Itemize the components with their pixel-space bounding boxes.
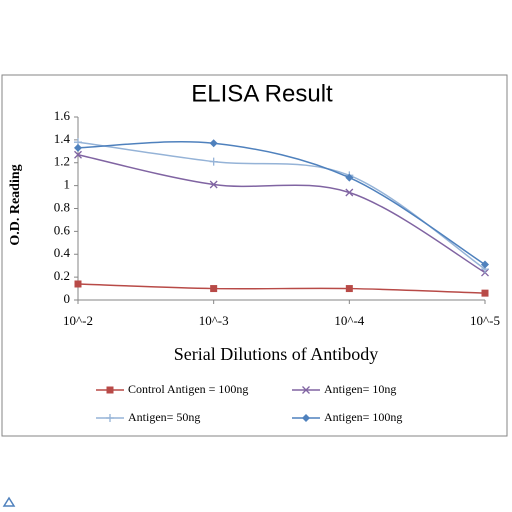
y-tick-label: 1 xyxy=(64,177,71,192)
marker xyxy=(345,188,354,197)
series-line xyxy=(77,283,486,294)
x-tick-label: 10^-2 xyxy=(63,313,93,328)
marker xyxy=(302,414,310,422)
marker xyxy=(74,280,82,288)
y-tick-label: 0.6 xyxy=(54,222,71,237)
watermark-icon xyxy=(2,496,16,507)
y-tick-label: 0.2 xyxy=(54,268,70,283)
marker xyxy=(209,139,218,148)
legend-label: Control Antigen = 100ng xyxy=(128,382,248,396)
legend-label: Antigen= 50ng xyxy=(128,410,200,424)
marker xyxy=(209,157,218,166)
marker xyxy=(481,260,489,269)
marker xyxy=(106,414,114,422)
marker xyxy=(209,180,218,189)
marker xyxy=(345,173,354,182)
y-tick-label: 0.4 xyxy=(54,245,71,260)
marker xyxy=(481,289,489,297)
series-line xyxy=(77,141,486,266)
x-tick-label: 10^-3 xyxy=(199,313,229,328)
legend-label: Antigen= 10ng xyxy=(324,382,396,396)
marker xyxy=(210,285,218,293)
x-tick-label: 10^-4 xyxy=(334,313,364,328)
legend-label: Antigen= 100ng xyxy=(324,410,402,424)
chart-frame xyxy=(1,74,508,437)
series-line xyxy=(77,154,486,274)
chart-title: ELISA Result xyxy=(191,80,333,107)
x-tick-label: 10^-5 xyxy=(470,313,500,328)
marker xyxy=(74,150,82,159)
y-tick-label: 1.6 xyxy=(54,108,71,123)
y-tick-label: 0.8 xyxy=(54,199,70,214)
y-tick-label: 0 xyxy=(64,291,71,306)
y-axis-label: O.D. Reading xyxy=(8,164,23,245)
y-tick-label: 1.4 xyxy=(54,131,71,146)
y-tick-label: 1.2 xyxy=(54,154,70,169)
marker xyxy=(74,143,82,152)
marker xyxy=(106,386,114,394)
marker xyxy=(302,386,310,394)
marker xyxy=(345,285,353,293)
x-axis-label: Serial Dilutions of Antibody xyxy=(174,344,379,364)
